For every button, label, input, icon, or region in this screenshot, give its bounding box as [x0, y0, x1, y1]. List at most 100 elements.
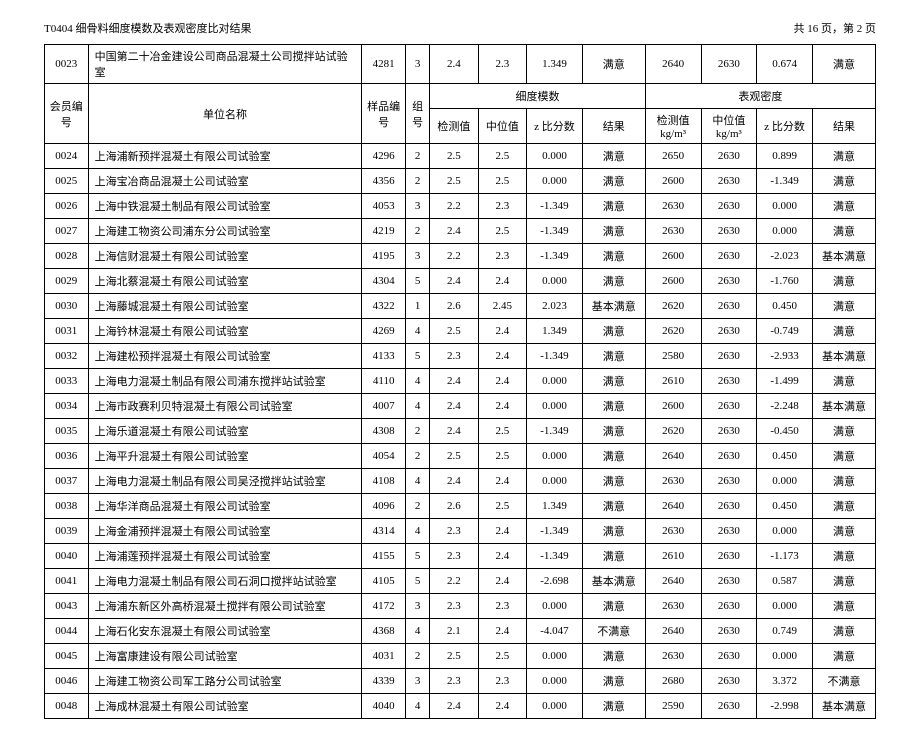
table-row: 0043上海浦东新区外高桥混凝土搅拌有限公司试验室417232.32.30.00… — [45, 594, 876, 619]
table-row: 0039上海金浦预拌混凝土有限公司试验室431442.32.4-1.349满意2… — [45, 519, 876, 544]
cell-f-det: 2.2 — [430, 244, 478, 269]
cell-f-med: 2.5 — [478, 169, 526, 194]
cell-d-det: 2600 — [645, 169, 701, 194]
cell-id: 0046 — [45, 669, 89, 694]
cell-f-z: 0.000 — [527, 444, 583, 469]
cell-d-z: 0.000 — [757, 194, 813, 219]
cell-name: 上海建工物资公司浦东分公司试验室 — [88, 219, 362, 244]
cell-sample: 4040 — [362, 694, 406, 719]
cell-group: 4 — [405, 319, 429, 344]
cell-name: 上海建松预拌混凝土有限公司试验室 — [88, 344, 362, 369]
cell-name: 上海北蔡混凝土有限公司试验室 — [88, 269, 362, 294]
cell-f-res: 满意 — [582, 219, 645, 244]
cell-name: 上海建工物资公司军工路分公司试验室 — [88, 669, 362, 694]
cell-name: 上海中铁混凝土制品有限公司试验室 — [88, 194, 362, 219]
cell-d-med: 2630 — [701, 169, 757, 194]
cell-f-med: 2.5 — [478, 444, 526, 469]
cell-f-det: 2.4 — [430, 369, 478, 394]
cell-id: 0029 — [45, 269, 89, 294]
cell-d-med: 2630 — [701, 594, 757, 619]
cell-group: 5 — [405, 344, 429, 369]
cell-f-z: 0.000 — [527, 469, 583, 494]
cell-f-z: 1.349 — [527, 494, 583, 519]
cell-f-det: 2.5 — [430, 319, 478, 344]
cell-sample: 4308 — [362, 419, 406, 444]
cell-name: 上海浦东新区外高桥混凝土搅拌有限公司试验室 — [88, 594, 362, 619]
cell-f-z: 2.023 — [527, 294, 583, 319]
cell-f-med: 2.3 — [478, 45, 526, 84]
cell-f-det: 2.5 — [430, 444, 478, 469]
cell-sample: 4110 — [362, 369, 406, 394]
cell-f-med: 2.3 — [478, 669, 526, 694]
cell-name: 上海信财混凝土有限公司试验室 — [88, 244, 362, 269]
cell-d-det: 2600 — [645, 394, 701, 419]
cell-d-z: -2.023 — [757, 244, 813, 269]
cell-d-det: 2590 — [645, 694, 701, 719]
cell-d-det: 2600 — [645, 244, 701, 269]
cell-d-det: 2620 — [645, 419, 701, 444]
cell-d-res: 满意 — [812, 544, 875, 569]
cell-d-det: 2620 — [645, 294, 701, 319]
cell-sample: 4322 — [362, 294, 406, 319]
cell-d-res: 满意 — [812, 319, 875, 344]
table-row: 0040上海浦莲预拌混凝土有限公司试验室415552.32.4-1.349满意2… — [45, 544, 876, 569]
cell-sample: 4195 — [362, 244, 406, 269]
cell-f-z: 0.000 — [527, 369, 583, 394]
cell-d-z: 0.000 — [757, 644, 813, 669]
col-org-name: 单位名称 — [88, 84, 362, 144]
cell-f-z: -4.047 — [527, 619, 583, 644]
cell-group: 4 — [405, 694, 429, 719]
cell-id: 0030 — [45, 294, 89, 319]
table-row: 0029上海北蔡混凝土有限公司试验室430452.42.40.000满意2600… — [45, 269, 876, 294]
cell-f-det: 2.4 — [430, 694, 478, 719]
cell-f-med: 2.3 — [478, 594, 526, 619]
table-row: 0025上海宝冶商品混凝土公司试验室435622.52.50.000满意2600… — [45, 169, 876, 194]
cell-f-z: -1.349 — [527, 194, 583, 219]
table-row: 0031上海钤林混凝土有限公司试验室426942.52.41.349满意2620… — [45, 319, 876, 344]
col-d-detect-unit: kg/m³ — [660, 128, 686, 140]
cell-d-res: 满意 — [812, 594, 875, 619]
col-d-median-label: 中位值 — [712, 115, 745, 127]
cell-sample: 4053 — [362, 194, 406, 219]
cell-sample: 4031 — [362, 644, 406, 669]
cell-f-med: 2.4 — [478, 619, 526, 644]
table-row: 0028上海信财混凝土有限公司试验室419532.22.3-1.349满意260… — [45, 244, 876, 269]
cell-f-z: 0.000 — [527, 269, 583, 294]
cell-d-det: 2630 — [645, 469, 701, 494]
cell-id: 0023 — [45, 45, 89, 84]
cell-d-med: 2630 — [701, 194, 757, 219]
cell-f-z: -1.349 — [527, 244, 583, 269]
cell-group: 4 — [405, 469, 429, 494]
cell-f-res: 满意 — [582, 419, 645, 444]
cell-sample: 4172 — [362, 594, 406, 619]
cell-d-med: 2630 — [701, 494, 757, 519]
cell-f-det: 2.3 — [430, 669, 478, 694]
cell-f-res: 满意 — [582, 544, 645, 569]
cell-group: 2 — [405, 419, 429, 444]
cell-f-z: 0.000 — [527, 694, 583, 719]
cell-id: 0036 — [45, 444, 89, 469]
cell-d-med: 2630 — [701, 394, 757, 419]
table-row: 0026上海中铁混凝土制品有限公司试验室405332.22.3-1.349满意2… — [45, 194, 876, 219]
cell-id: 0028 — [45, 244, 89, 269]
cell-f-det: 2.5 — [430, 169, 478, 194]
cell-f-z: 0.000 — [527, 144, 583, 169]
cell-name: 上海平升混凝土有限公司试验室 — [88, 444, 362, 469]
cell-d-z: -0.450 — [757, 419, 813, 444]
cell-d-res: 满意 — [812, 419, 875, 444]
cell-d-det: 2640 — [645, 45, 701, 84]
cell-f-res: 满意 — [582, 394, 645, 419]
col-d-z: z 比分数 — [757, 109, 813, 144]
cell-sample: 4339 — [362, 669, 406, 694]
cell-name: 上海成林混凝土有限公司试验室 — [88, 694, 362, 719]
cell-f-med: 2.4 — [478, 394, 526, 419]
cell-f-det: 2.5 — [430, 144, 478, 169]
cell-name: 上海浦新预拌混凝土有限公司试验室 — [88, 144, 362, 169]
cell-d-z: -1.760 — [757, 269, 813, 294]
cell-id: 0025 — [45, 169, 89, 194]
cell-f-res: 满意 — [582, 244, 645, 269]
cell-d-z: 0.000 — [757, 219, 813, 244]
cell-f-res: 满意 — [582, 269, 645, 294]
table-row: 0032上海建松预拌混凝土有限公司试验室413352.32.4-1.349满意2… — [45, 344, 876, 369]
cell-f-res: 满意 — [582, 594, 645, 619]
